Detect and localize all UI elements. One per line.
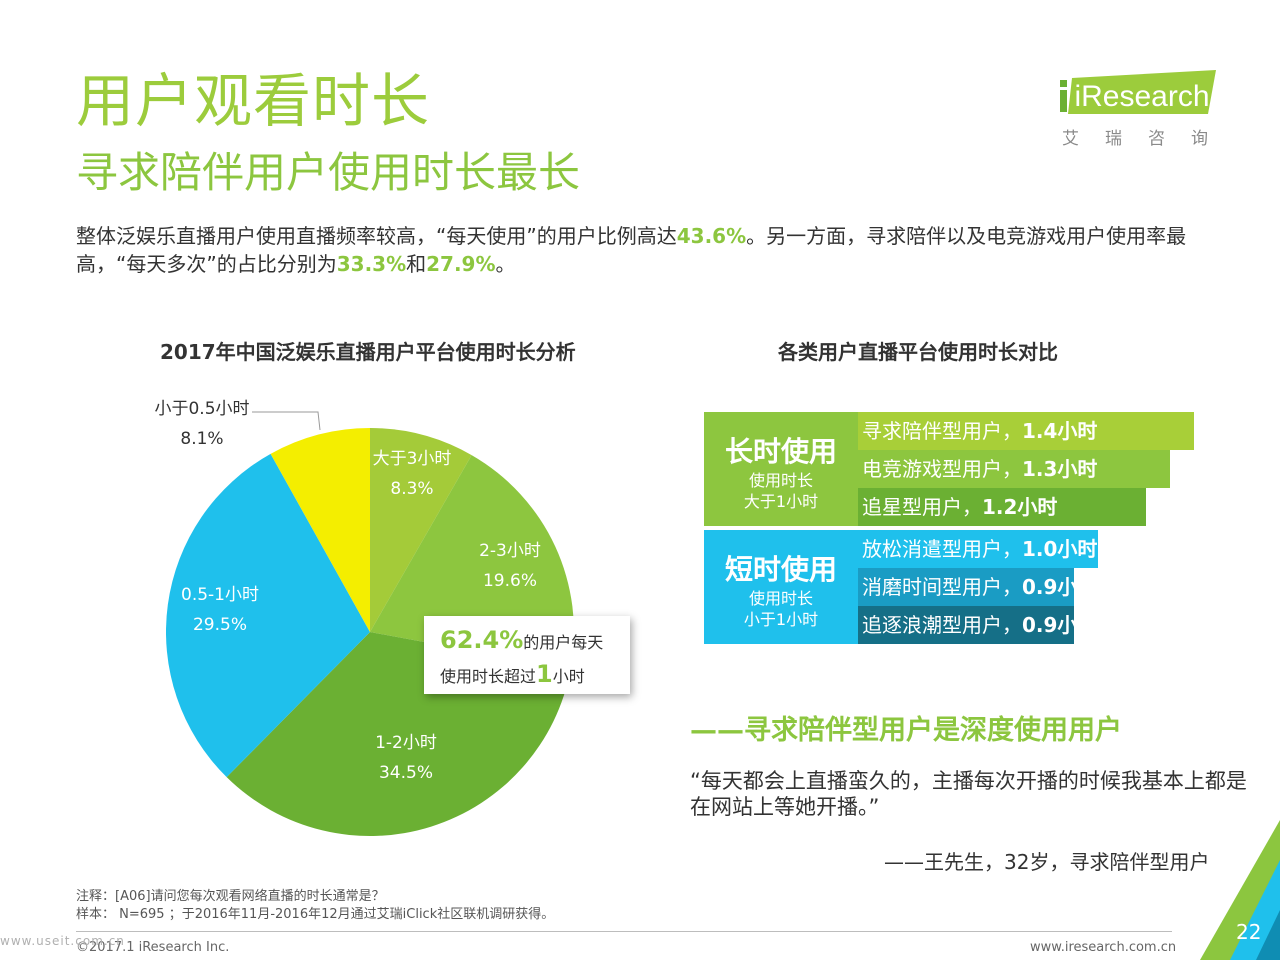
usage-bar: 放松消遣型用户，1.0小时: [858, 530, 1098, 568]
usage-bar-value: 1.3小时: [1022, 457, 1098, 481]
page-subtitle: 寻求陪伴用户使用时长最长: [76, 148, 581, 197]
usage-bar-label: 寻求陪伴型用户，: [862, 419, 1022, 443]
pie-chart-title: 2017年中国泛娱乐直播用户平台使用时长分析: [160, 340, 576, 364]
pie-slice: [165, 453, 370, 778]
pie-slice-value: 8.3%: [390, 479, 433, 499]
usage-group-heading: 短时使用: [724, 553, 837, 586]
usage-bar: 消磨时间型用户，0.9小时: [858, 568, 1097, 606]
description-text-4: 。: [495, 252, 516, 276]
description-highlight-2: 33.3%: [336, 252, 407, 276]
pie-slice-value: 34.5%: [379, 763, 433, 783]
usage-group-sub: 大于1小时: [743, 492, 819, 511]
usage-bar-label: 放松消遣型用户，: [862, 537, 1022, 561]
usage-bar-label: 消磨时间型用户，: [862, 575, 1022, 599]
pie-slice-value: 19.6%: [483, 571, 537, 591]
iresearch-logo: iResearch 艾瑞咨询: [1058, 68, 1218, 150]
usage-group-sub: 小于1小时: [743, 610, 819, 629]
pie-slice-label: 大于3小时: [373, 449, 452, 469]
quote-text: “每天都会上直播蛮久的，主播每次开播的时候我基本上都是在网站上等她开播。”: [690, 769, 1247, 819]
usage-bar: 电竞游戏型用户，1.3小时: [858, 450, 1170, 488]
quote-headline: ——寻求陪伴型用户是深度使用用户: [690, 715, 1122, 746]
pie-chart: 大于3小时 8.3% 2-3小时 19.6% 1-2小时 34.5% 0.5-1小时 29.5…: [154, 399, 574, 836]
pie-slice: [370, 455, 574, 669]
usage-bar-value: 0.9小时: [1022, 613, 1098, 637]
logo-chinese-text: 艾瑞咨询: [1062, 129, 1234, 149]
leader-line: [252, 411, 321, 431]
usage-group-sub: 使用时长: [748, 589, 813, 608]
footer-divider: [76, 931, 1172, 932]
callout-percent: 62.4%: [440, 626, 524, 654]
description: 整体泛娱乐直播用户使用直播频率较高，“每天使用”的用户比例高达43.6%。另一方…: [76, 222, 1216, 278]
description-text-2: 。另一方面，寻求陪伴以及电竞游戏用户使用率最高，“每天多次”的占比分别为: [76, 224, 1187, 276]
description-highlight-3: 27.9%: [426, 252, 496, 276]
description-text-3: 和: [406, 252, 427, 276]
pie-callout: 62.4%的用户每天 使用时长超过1小时: [424, 616, 630, 694]
callout-text-2a: 使用时长超过: [440, 667, 537, 686]
description-highlight-1: 43.6%: [676, 224, 747, 248]
usage-bar-label: 追逐浪潮型用户，: [862, 613, 1022, 637]
usage-bar: 追逐浪潮型用户，0.9小时: [858, 606, 1097, 644]
usage-group-label: 短时使用使用时长小于1小时: [704, 530, 858, 644]
usage-bar: 寻求陪伴型用户，1.4小时: [858, 412, 1194, 450]
usage-bar-value: 1.2小时: [982, 495, 1058, 519]
pie-slice-label: 1-2小时: [375, 733, 437, 753]
usage-bar-value: 1.0小时: [1022, 537, 1098, 561]
footnote-sample: 样本： N=695 ；于2016年11月-2016年12月通过艾瑞iClick社…: [76, 907, 555, 922]
description-text-1: 整体泛娱乐直播用户使用直播频率较高，“每天使用”的用户比例高达: [76, 224, 677, 248]
callout-text-1: 的用户每天: [523, 633, 604, 652]
usage-group-sub: 使用时长: [748, 471, 813, 490]
pie-slice: [270, 428, 370, 632]
watermark: www.useit.com.cn: [0, 934, 125, 948]
usage-group-label: 长时使用使用时长大于1小时: [704, 412, 858, 526]
corner-decoration-icon: [1200, 820, 1280, 960]
logo-badge-icon: iResearch: [1060, 70, 1216, 114]
page-title: 用户观看时长: [76, 67, 431, 135]
pie-slice-label: 0.5-1小时: [181, 585, 259, 605]
pie-slice-value: 8.1%: [180, 429, 223, 449]
usage-bar-value: 0.9小时: [1022, 575, 1098, 599]
copyright: ©2017.1 iResearch Inc.: [76, 940, 230, 955]
website-link[interactable]: www.iresearch.com.cn: [1030, 940, 1177, 955]
usage-group-heading: 长时使用: [724, 435, 837, 468]
usage-bar-label: 电竞游戏型用户，: [862, 457, 1022, 481]
footnote-question: 注释：[A06]请问您每次观看网络直播的时长通常是？: [76, 889, 385, 904]
pie-slice: [370, 428, 472, 632]
footnote: 注释：[A06]请问您每次观看网络直播的时长通常是？ 样本： N=695 ；于2…: [76, 888, 554, 924]
bar-chart-title: 各类用户直播平台使用时长对比: [778, 340, 1058, 364]
usage-bar-label: 追星型用户，: [862, 495, 982, 519]
quote-author: ——王先生，32岁，寻求陪伴型用户: [884, 850, 1210, 874]
page-number: 22: [1236, 920, 1262, 944]
pie-slice-label: 2-3小时: [479, 541, 541, 561]
logo-brand-text: iResearch: [1074, 80, 1209, 113]
callout-text-2b: 小时: [552, 667, 585, 686]
usage-bar-value: 1.4小时: [1022, 419, 1098, 443]
pie-slice-value: 29.5%: [193, 615, 247, 635]
usage-bar: 追星型用户，1.2小时: [858, 488, 1146, 526]
pie-slice-label: 小于0.5小时: [154, 399, 249, 419]
callout-number: 1: [536, 660, 553, 688]
